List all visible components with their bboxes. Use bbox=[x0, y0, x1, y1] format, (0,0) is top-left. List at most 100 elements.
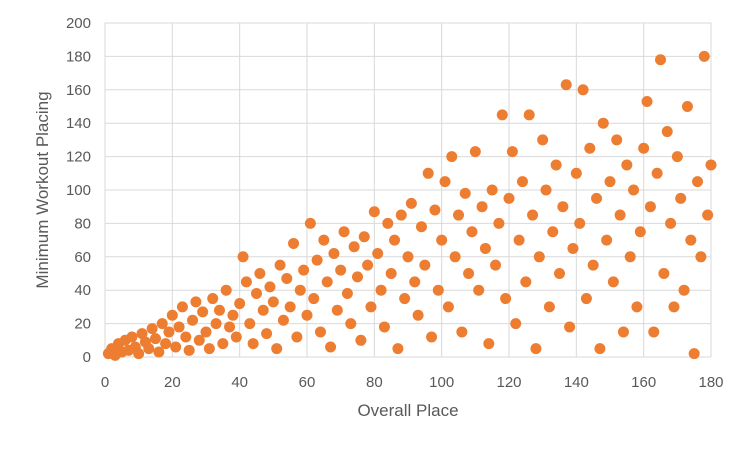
point bbox=[496, 109, 508, 121]
point bbox=[631, 301, 643, 313]
point bbox=[580, 293, 592, 305]
point bbox=[240, 276, 252, 288]
point bbox=[463, 268, 475, 279]
point bbox=[368, 206, 380, 218]
point bbox=[166, 309, 178, 321]
point bbox=[469, 146, 481, 158]
point bbox=[197, 306, 209, 318]
x-tick-label: 120 bbox=[496, 374, 521, 391]
point bbox=[554, 268, 565, 279]
point bbox=[648, 326, 660, 338]
point bbox=[453, 209, 464, 221]
point bbox=[500, 293, 512, 305]
point bbox=[685, 234, 697, 246]
point bbox=[325, 341, 337, 353]
point bbox=[234, 298, 246, 310]
y-tick-label: 60 bbox=[74, 249, 91, 266]
point bbox=[200, 326, 212, 338]
point bbox=[574, 217, 586, 229]
point bbox=[227, 309, 239, 321]
point bbox=[274, 259, 286, 271]
point bbox=[594, 343, 606, 355]
point bbox=[284, 301, 296, 313]
point bbox=[466, 226, 478, 238]
point bbox=[338, 226, 350, 238]
point bbox=[527, 209, 539, 221]
point bbox=[281, 273, 293, 285]
point bbox=[698, 50, 710, 62]
point bbox=[345, 318, 357, 330]
point bbox=[607, 276, 619, 288]
point bbox=[426, 331, 438, 343]
point bbox=[493, 217, 505, 229]
point bbox=[584, 142, 596, 154]
point bbox=[254, 268, 266, 279]
point bbox=[405, 197, 417, 209]
point bbox=[506, 146, 518, 158]
point bbox=[611, 134, 623, 146]
x-tick-label: 0 bbox=[101, 374, 109, 391]
point bbox=[533, 251, 545, 263]
point bbox=[473, 284, 485, 296]
point bbox=[695, 251, 707, 263]
point bbox=[207, 293, 219, 305]
point bbox=[530, 343, 542, 355]
point bbox=[301, 309, 313, 321]
point bbox=[291, 331, 303, 343]
point bbox=[399, 293, 411, 305]
point bbox=[439, 176, 451, 188]
point bbox=[173, 321, 185, 333]
y-axis-title: Minimum Workout Placing bbox=[33, 91, 52, 288]
point bbox=[547, 226, 559, 238]
y-tick-label: 200 bbox=[66, 15, 91, 32]
x-tick-label: 60 bbox=[299, 374, 316, 391]
point bbox=[203, 343, 215, 355]
point bbox=[328, 247, 340, 259]
point bbox=[442, 301, 454, 313]
point bbox=[314, 326, 326, 338]
point bbox=[614, 209, 626, 221]
point bbox=[230, 331, 242, 343]
x-tick-label: 80 bbox=[366, 374, 383, 391]
point bbox=[220, 284, 232, 296]
point bbox=[567, 242, 579, 254]
point bbox=[678, 284, 690, 296]
point bbox=[372, 247, 384, 259]
point bbox=[550, 159, 562, 171]
point bbox=[213, 304, 225, 316]
point bbox=[516, 176, 528, 188]
point bbox=[419, 259, 431, 271]
point bbox=[150, 333, 161, 345]
point bbox=[476, 201, 488, 213]
point bbox=[267, 296, 279, 308]
point bbox=[490, 259, 502, 271]
point bbox=[688, 348, 700, 360]
y-tick-label: 160 bbox=[66, 82, 91, 99]
x-tick-label: 180 bbox=[698, 374, 723, 391]
y-tick-label: 140 bbox=[66, 115, 91, 132]
point bbox=[432, 284, 444, 296]
point bbox=[503, 192, 515, 204]
point bbox=[604, 176, 616, 188]
point bbox=[193, 334, 205, 346]
x-tick-label: 100 bbox=[429, 374, 454, 391]
point bbox=[331, 304, 343, 316]
point bbox=[668, 301, 680, 313]
point bbox=[385, 268, 397, 279]
point bbox=[624, 251, 636, 263]
point bbox=[294, 284, 306, 296]
point bbox=[183, 344, 195, 356]
point bbox=[271, 343, 283, 355]
point bbox=[382, 217, 394, 229]
point bbox=[560, 79, 572, 91]
point bbox=[681, 101, 693, 112]
x-axis-title: Overall Place bbox=[357, 401, 458, 420]
point bbox=[180, 331, 192, 343]
point bbox=[665, 217, 677, 229]
point bbox=[362, 259, 374, 271]
point bbox=[479, 242, 491, 254]
point bbox=[510, 318, 522, 330]
point bbox=[483, 338, 495, 350]
point bbox=[537, 134, 549, 146]
point bbox=[658, 268, 670, 279]
